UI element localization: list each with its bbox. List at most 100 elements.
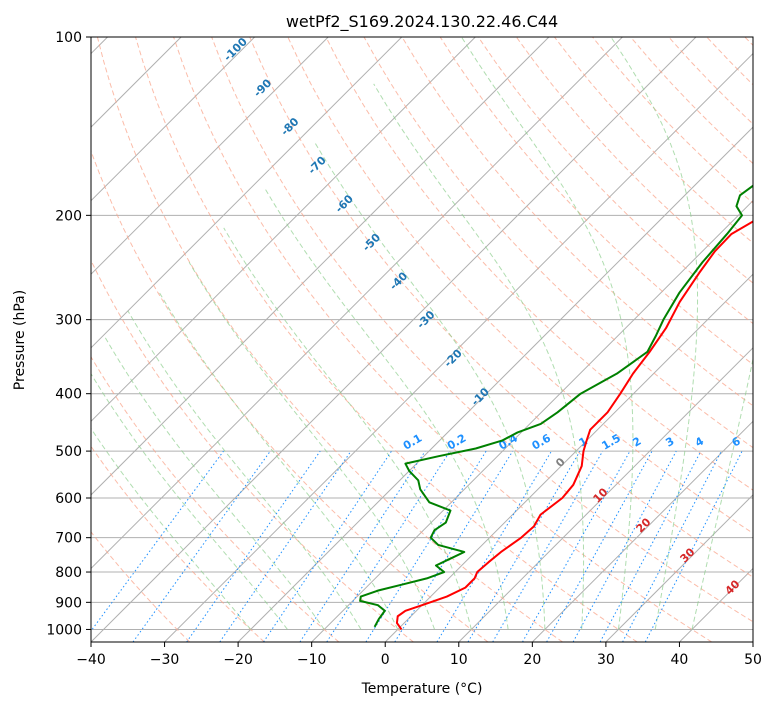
x-tick-label: 10 <box>450 652 468 668</box>
mixing-ratio-line <box>546 450 653 642</box>
mixing-ratio-line <box>326 450 451 642</box>
isotherm-gridline <box>531 420 753 642</box>
y-axis-label: Pressure (hPa) <box>12 290 28 390</box>
mixing-ratio-line <box>644 450 743 642</box>
isotherm-gridline <box>91 37 550 496</box>
isotherm-gridline <box>752 641 753 642</box>
mixing-ratio-label: 0.6 <box>530 431 554 452</box>
moist-adiabat <box>373 83 585 630</box>
moist-adiabat-label: 10 <box>591 485 611 505</box>
temperature-profile <box>395 220 753 631</box>
dry-adiabat <box>91 445 265 642</box>
background-lines <box>91 37 753 642</box>
mixing-ratio-line <box>365 450 487 642</box>
y-tick-label: 100 <box>55 30 82 46</box>
mixing-ratio-label: 1.5 <box>599 432 622 453</box>
dry-adiabat-label: -100 <box>221 35 250 64</box>
y-tick-label: 900 <box>55 595 82 611</box>
x-tick-label: −20 <box>223 652 253 668</box>
moist-adiabat-label: 0 <box>553 455 568 470</box>
y-tick-label: 400 <box>55 387 82 403</box>
dry-adiabat-label: -10 <box>469 385 492 408</box>
plot-frame <box>90 36 754 643</box>
dry-adiabat-label: -30 <box>414 308 437 331</box>
y-tick-label: 700 <box>55 531 82 547</box>
dry-adiabat-label: -90 <box>251 76 274 99</box>
y-tick-label: 200 <box>55 208 82 224</box>
dry-adiabat-label: -70 <box>306 153 329 176</box>
dewpoint-profile <box>359 184 753 628</box>
dry-adiabat-label: -20 <box>442 346 465 369</box>
moist-adiabat <box>91 372 288 630</box>
dry-adiabat-label: -80 <box>278 115 301 138</box>
mixing-ratio-line <box>219 450 352 642</box>
mixing-ratio-label: 4 <box>693 434 706 449</box>
mixing-ratio-label: 8 <box>763 435 775 450</box>
mixing-ratio-line <box>492 450 604 642</box>
moist-adiabat <box>158 292 399 630</box>
mixing-ratio-line <box>522 450 631 642</box>
y-tick-label: 800 <box>55 565 82 581</box>
dry-adiabat <box>91 531 191 642</box>
y-tick-label: 500 <box>55 444 82 460</box>
isotherm-gridline <box>311 199 753 642</box>
dry-adiabat <box>91 149 489 642</box>
mixing-ratio-line <box>186 450 321 642</box>
mixing-ratio-line <box>436 450 552 642</box>
dry-adiabat <box>744 37 753 46</box>
dry-adiabat-label: -50 <box>360 231 383 254</box>
x-tick-label: −30 <box>150 652 180 668</box>
dry-adiabat <box>211 37 753 623</box>
isotherm-gridline <box>605 494 753 642</box>
moist-adiabat-label: 40 <box>723 577 743 597</box>
isotherm-gridline <box>384 273 753 642</box>
y-axis: 100 200 300 400 500 600 700 800 900 1000 <box>46 30 91 638</box>
dry-adiabat <box>91 355 340 642</box>
profile-lines <box>359 184 753 631</box>
mixing-ratio-line <box>622 450 722 642</box>
chart-title: wetPf2_S169.2024.130.22.46.C44 <box>286 12 558 32</box>
moist-adiabat <box>104 336 325 630</box>
moist-adiabat <box>127 310 362 630</box>
x-tick-label: 40 <box>671 652 689 668</box>
moist-adiabat <box>223 227 472 630</box>
dry-adiabat <box>173 37 713 642</box>
dry-adiabat <box>706 37 753 86</box>
x-tick-label: 30 <box>597 652 615 668</box>
moist-adiabat <box>610 37 699 630</box>
dry-adiabat <box>325 37 753 491</box>
isotherm-gridline <box>237 126 753 642</box>
isotherm-gridline <box>91 37 403 349</box>
mixing-ratio-label: 0.2 <box>445 432 468 453</box>
x-tick-label: −10 <box>297 652 327 668</box>
dry-adiabat <box>554 37 753 244</box>
mixing-ratio-line <box>467 450 581 642</box>
isotherm-gridline <box>91 37 697 642</box>
x-tick-label: 0 <box>381 652 390 668</box>
isotherm-gridline <box>91 37 476 423</box>
mixing-ratio-label: 0.1 <box>401 432 424 453</box>
mixing-ratio-line <box>263 450 392 642</box>
dry-adiabat <box>91 259 414 642</box>
isotherm-gridline <box>91 37 256 202</box>
mixing-ratio-line <box>599 450 702 642</box>
dry-adiabat <box>249 37 753 578</box>
dry-adiabat-label: -40 <box>387 269 410 292</box>
isotherm-gridline <box>458 347 753 642</box>
mixing-ratio-line <box>91 450 224 632</box>
x-tick-label: 20 <box>523 652 541 668</box>
x-tick-label: 50 <box>744 652 762 668</box>
x-axis: −40 −30 −20 −10 0 10 20 30 40 50 <box>76 642 762 668</box>
moist-adiabat <box>691 356 753 630</box>
moist-adiabat <box>461 37 634 630</box>
moist-adiabat <box>313 141 546 630</box>
isotherm-gridline <box>91 37 623 570</box>
dry-adiabat <box>363 37 753 449</box>
moist-adiabat-label: 30 <box>678 545 698 565</box>
dry-adiabat <box>135 37 638 642</box>
y-tick-label: 600 <box>55 491 82 507</box>
x-axis-label: Temperature (°C) <box>361 681 483 697</box>
moist-adiabat-label: 20 <box>634 515 654 535</box>
mixing-ratio-label: 6 <box>730 434 743 449</box>
